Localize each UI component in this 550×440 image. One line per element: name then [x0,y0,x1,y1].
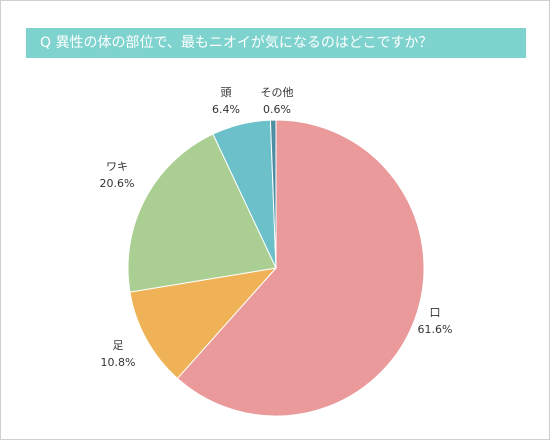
pie-labels: 口 61.6% 足 10.8% ワキ 20.6% 頭 6.4% その他 0.6% [100,86,453,369]
slice-value-label: 61.6% [418,323,453,336]
pie-slice-2 [127,133,277,293]
slice-category-label: ワキ [106,160,128,173]
slice-category-label: その他 [261,86,294,99]
chart-title: Q 異性の体の部位で、最もニオイが気になるのはどこですか？ [26,28,526,58]
slice-value-label: 0.6% [263,103,291,116]
pie-slice-0 [176,119,425,417]
slice-value-label: 6.4% [212,103,240,116]
slice-category-label: 口 [430,306,441,319]
slice-category-label: 頭 [221,86,232,99]
pie-slice-1 [129,267,278,380]
pie-slices [127,119,425,417]
slice-value-label: 20.6% [100,177,135,190]
slice-value-label: 10.8% [101,356,136,369]
slice-category-label: 足 [113,339,124,352]
pie-slice-4 [269,119,277,269]
